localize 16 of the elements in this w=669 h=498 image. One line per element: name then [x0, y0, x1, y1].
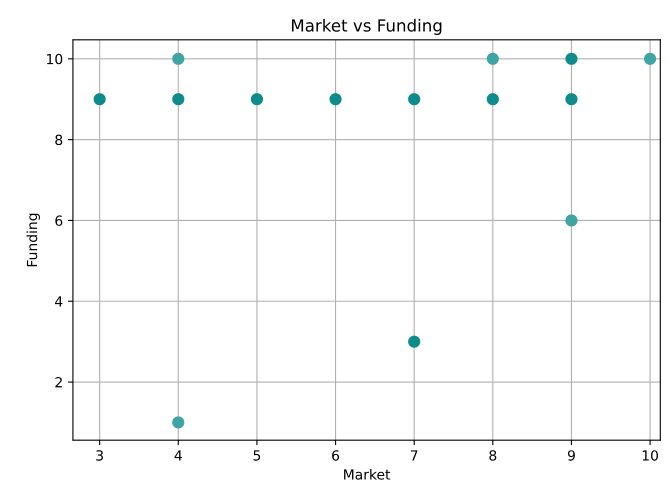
- y-tick-label: 8: [55, 134, 62, 146]
- x-tick-label: 4: [174, 450, 182, 461]
- x-tick-label: 6: [332, 450, 340, 461]
- x-axis-title: Market: [344, 468, 390, 480]
- x-tick-label: 9: [568, 450, 575, 461]
- x-tick-label: 3: [96, 450, 103, 461]
- x-tick-label: 8: [489, 450, 496, 461]
- y-tick-label: 2: [55, 377, 62, 388]
- x-tick-label: 10: [642, 450, 658, 461]
- x-tick-label: 7: [410, 450, 418, 461]
- x-tick-label: 5: [254, 450, 260, 461]
- y-tick-label: 6: [55, 215, 62, 226]
- y-tick-label: 10: [47, 54, 62, 64]
- y-tick-label: 4: [55, 296, 62, 307]
- y-axis-title: Funding: [26, 214, 40, 266]
- chart-title: Market vs Funding: [292, 18, 442, 35]
